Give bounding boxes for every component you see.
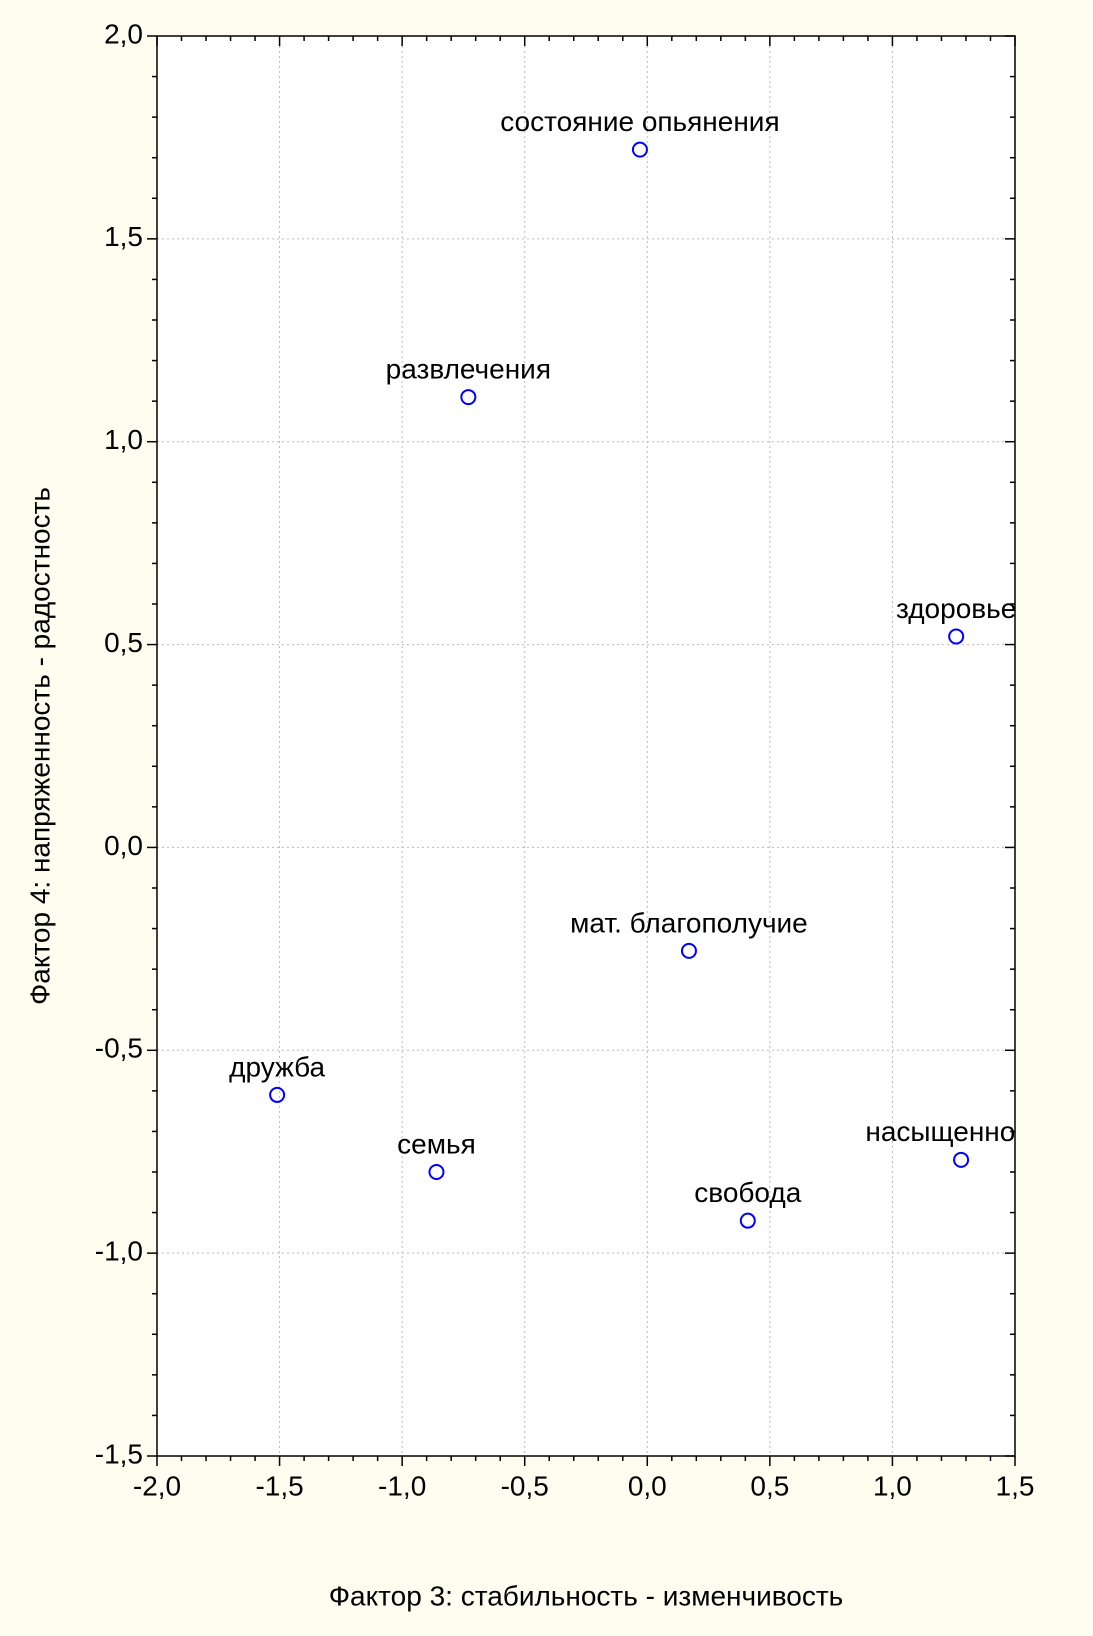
x-tick-label: -1,5: [255, 1470, 303, 1501]
points: состояние опьянения развлечения здоровье ма…: [229, 106, 1056, 1229]
plot-frame: [156, 35, 1016, 1457]
y-tick-label: 1,5: [104, 221, 143, 252]
point: [631, 141, 648, 158]
point: [953, 1151, 970, 1168]
x-tick-label: 0,5: [750, 1470, 789, 1501]
x-tick-label: 1,0: [873, 1470, 912, 1501]
point: [428, 1164, 445, 1180]
point-label: состояние опьянения: [500, 106, 779, 137]
point: [680, 942, 697, 959]
x-tick-label: 0,0: [628, 1470, 667, 1501]
point-label: семья: [397, 1128, 476, 1159]
y-axis-label: Фактор 4: напряженность - радостность: [24, 487, 55, 1005]
x-tick-label: 1,5: [996, 1470, 1035, 1501]
plot-area: [157, 36, 1015, 1456]
y-tick-label: -1,5: [95, 1438, 143, 1469]
point-label: мат. благополучие: [570, 907, 808, 938]
point-label: свобода: [694, 1177, 801, 1208]
point-label: насыщенность: [865, 1116, 1056, 1147]
y-tick-label: -1,0: [95, 1236, 143, 1267]
y-tick-label: 1,0: [104, 424, 143, 455]
y-tick-label: -0,5: [95, 1033, 143, 1064]
x-tick-label: -1,0: [378, 1470, 426, 1501]
y-tick-label: 0,0: [104, 830, 143, 861]
x-tick-label: -0,5: [501, 1470, 549, 1501]
point-label: здоровье: [896, 593, 1016, 624]
x-axis-label: Фактор 3: стабильность - изменчивость: [329, 1580, 844, 1611]
point: [739, 1212, 756, 1229]
y-tick-label: 2,0: [104, 18, 143, 49]
point-label: дружба: [229, 1051, 325, 1082]
point: [269, 1086, 286, 1103]
point: [460, 389, 477, 406]
y-tick-label: 0,5: [104, 627, 143, 658]
x-tick-label: -2,0: [133, 1470, 181, 1501]
point-label: развлечения: [386, 353, 551, 384]
point: [948, 628, 965, 645]
